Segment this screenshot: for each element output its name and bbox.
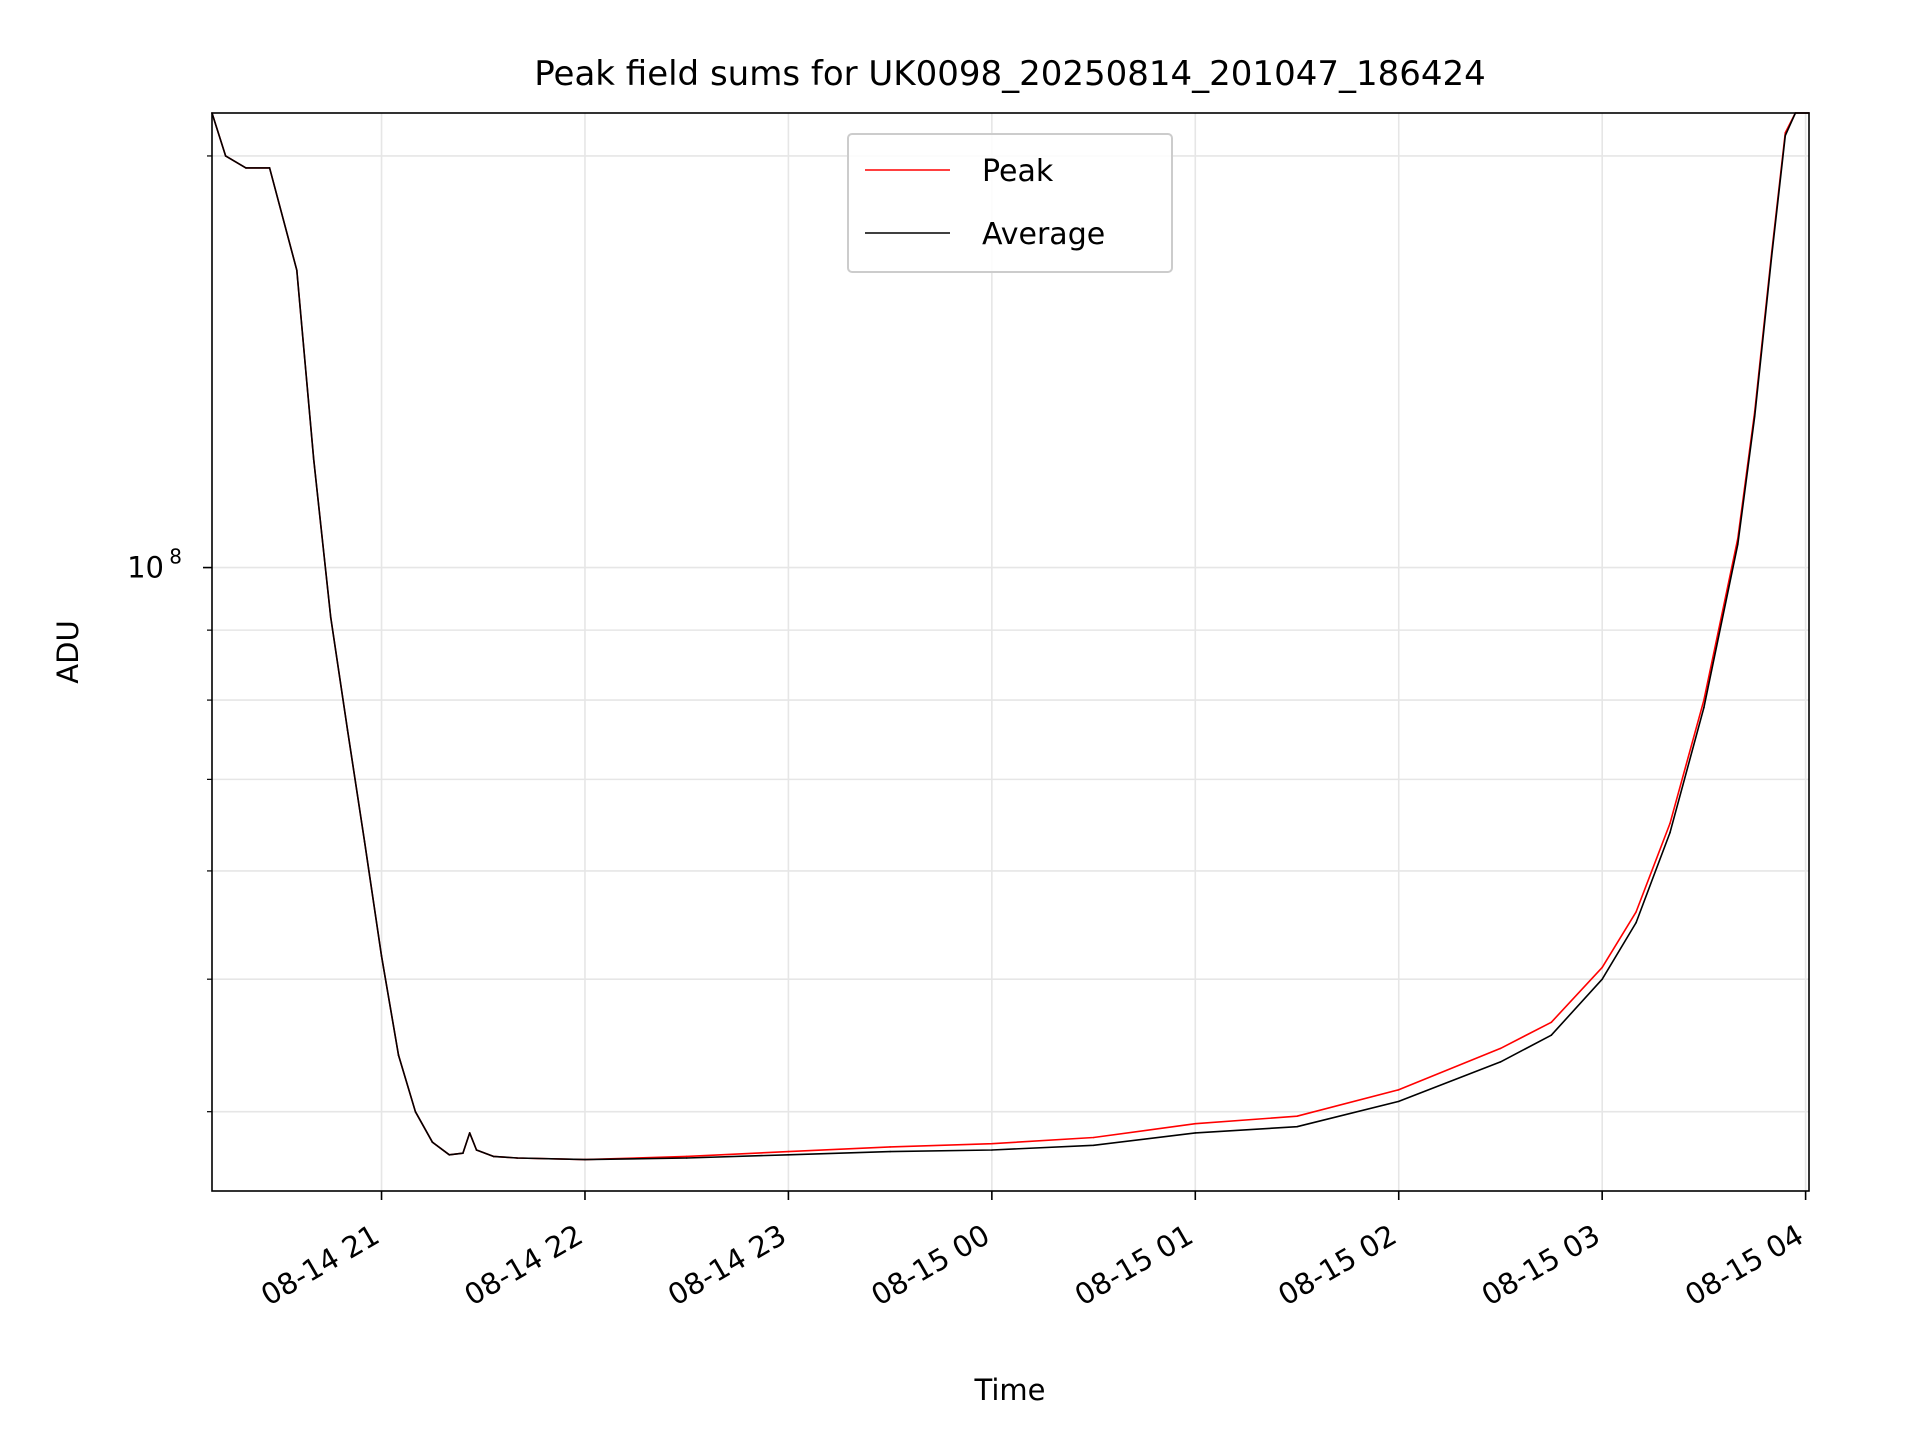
y-axis-label: ADU xyxy=(51,620,85,683)
data-point-average xyxy=(1550,1034,1553,1036)
data-point-average xyxy=(787,1154,790,1156)
data-point-average xyxy=(1397,1100,1400,1103)
data-point-average xyxy=(1753,415,1756,418)
data-point-average xyxy=(1784,134,1787,137)
data-point-average xyxy=(462,1152,464,1154)
data-point-peak xyxy=(889,1146,891,1148)
plot-frame xyxy=(211,112,1810,1192)
data-point-peak xyxy=(1397,1089,1400,1091)
data-point-average xyxy=(346,729,349,732)
data-point-peak xyxy=(1194,1122,1197,1125)
data-point-average xyxy=(312,458,315,461)
data-point-peak xyxy=(1703,699,1705,701)
data-point-average xyxy=(1635,921,1637,924)
data-point-peak xyxy=(1601,966,1603,969)
data-point-average xyxy=(448,1154,451,1156)
series-line-average xyxy=(211,112,1809,1161)
data-point-average xyxy=(380,955,383,957)
data-point-peak xyxy=(1669,822,1671,825)
y-tick-label: 10 xyxy=(127,551,164,585)
data-point-average xyxy=(431,1141,434,1143)
data-point-average xyxy=(224,155,227,157)
data-point-peak xyxy=(1499,1047,1502,1050)
data-point-average xyxy=(685,1157,688,1159)
data-point-peak xyxy=(991,1142,993,1145)
data-point-average xyxy=(397,1054,400,1056)
legend-box xyxy=(847,133,1173,273)
series-group xyxy=(211,112,1810,1161)
data-point-average xyxy=(296,269,298,272)
data-point-average xyxy=(1770,255,1773,257)
data-point-average xyxy=(1092,1144,1095,1147)
data-point-average xyxy=(414,1110,417,1113)
data-point-average xyxy=(475,1149,478,1151)
legend-average-label: Average xyxy=(982,217,1105,252)
data-point-average xyxy=(1669,831,1671,834)
data-point-average xyxy=(584,1158,586,1161)
data-point-peak xyxy=(1296,1115,1298,1117)
chart-title: Peak field sums for UK0098_20250814_2010… xyxy=(534,54,1486,94)
y-tick-label-exponent: 8 xyxy=(169,545,182,569)
data-point-average xyxy=(991,1149,993,1151)
x-axis-label: Time xyxy=(974,1373,1046,1407)
data-point-peak xyxy=(787,1150,790,1153)
data-point-average xyxy=(516,1157,518,1159)
data-point-average xyxy=(1499,1061,1502,1063)
data-point-peak xyxy=(1550,1021,1553,1024)
legend: Peak Average xyxy=(847,133,1173,273)
data-point-average xyxy=(363,841,366,843)
data-point-average xyxy=(1296,1125,1298,1128)
data-point-average xyxy=(889,1150,891,1153)
data-point-average xyxy=(329,616,332,618)
data-point-average xyxy=(1737,543,1739,546)
data-point-peak xyxy=(685,1155,688,1158)
data-point-average xyxy=(468,1132,471,1134)
data-point-peak xyxy=(1092,1136,1095,1139)
data-point-average xyxy=(268,167,271,169)
data-point-peak xyxy=(1635,911,1637,913)
data-point-average xyxy=(492,1155,495,1158)
y-tick-label-base: 10 xyxy=(127,551,164,585)
data-point-average xyxy=(1703,706,1705,709)
data-point-average xyxy=(245,167,247,169)
data-point-average xyxy=(1601,978,1603,980)
legend-peak-label: Peak xyxy=(982,154,1054,189)
data-point-average xyxy=(1194,1132,1197,1134)
